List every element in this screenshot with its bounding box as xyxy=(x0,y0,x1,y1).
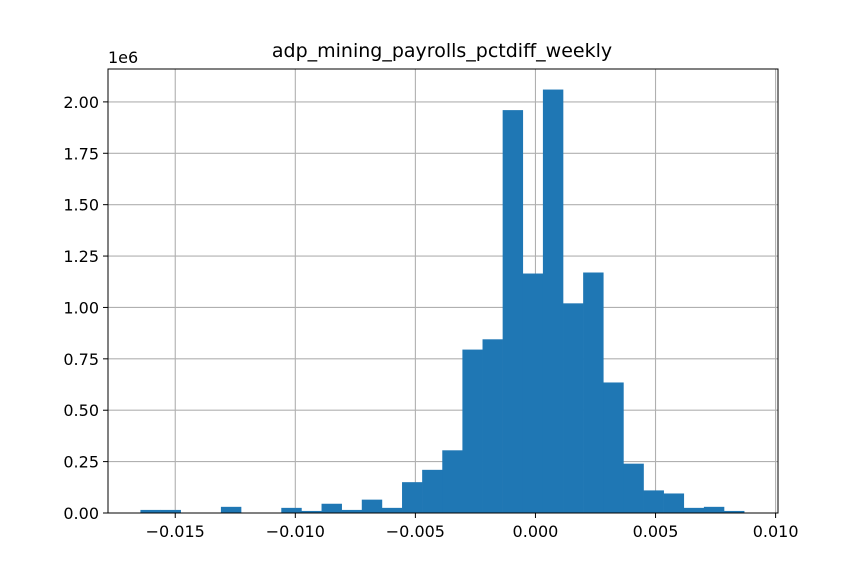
histogram-bar xyxy=(281,507,302,513)
histogram-bar xyxy=(703,506,725,513)
grid-lines xyxy=(108,69,778,514)
histogram-bar xyxy=(402,482,423,513)
x-tick-label: −0.015 xyxy=(146,522,205,541)
y-tick-label: 1.75 xyxy=(63,144,99,163)
x-axis-ticks: −0.015 −0.010 −0.005 0.000 0.005 0.010 xyxy=(146,513,799,541)
y-axis-ticks: 0.00 0.25 0.50 0.75 1.00 1.25 1.50 1.75 2.00 xyxy=(63,93,108,523)
histogram-bar xyxy=(482,339,503,513)
y-tick-label: 0.50 xyxy=(63,401,99,420)
x-tick-label: 0.000 xyxy=(513,522,559,541)
histogram-bar xyxy=(603,382,624,513)
histogram-bar xyxy=(381,507,403,513)
histogram-bar xyxy=(583,272,604,513)
histogram-bar xyxy=(361,499,383,513)
y-tick-label: 0.75 xyxy=(63,350,99,369)
histogram-bar xyxy=(724,510,745,513)
histogram-bar xyxy=(502,110,524,513)
y-tick-label: 0.25 xyxy=(63,453,99,472)
bars xyxy=(140,89,745,514)
x-tick-label: −0.005 xyxy=(386,522,445,541)
histogram-bar xyxy=(462,349,483,513)
histogram-bar xyxy=(422,469,443,513)
x-tick-label: −0.010 xyxy=(266,522,325,541)
y-tick-label: 1.25 xyxy=(63,247,99,266)
x-tick-label: 0.005 xyxy=(633,522,679,541)
plot-frame xyxy=(107,68,779,514)
chart-title: adp_mining_payrolls_pctdiff_weekly xyxy=(272,40,612,62)
histogram-bar xyxy=(623,463,644,513)
histogram-bar xyxy=(643,490,664,513)
histogram-bar xyxy=(220,506,242,513)
histogram-bar xyxy=(321,503,342,513)
histogram-bar xyxy=(542,89,564,514)
y-tick-label: 1.00 xyxy=(63,298,99,317)
histogram-bar xyxy=(160,509,181,513)
histogram-bar xyxy=(301,510,322,513)
histogram-bar xyxy=(341,509,363,513)
histogram-bar xyxy=(683,507,705,513)
histogram-bar xyxy=(140,509,161,513)
y-tick-label: 2.00 xyxy=(63,93,99,112)
x-tick-label: 0.010 xyxy=(753,522,799,541)
histogram-bar xyxy=(522,273,544,513)
histogram-bar xyxy=(663,493,685,513)
y-tick-label: 0.00 xyxy=(63,504,99,523)
y-offset-label: 1e6 xyxy=(108,48,138,67)
y-tick-label: 1.50 xyxy=(63,196,99,215)
histogram-bar xyxy=(563,303,584,513)
histogram-bar xyxy=(442,450,463,513)
